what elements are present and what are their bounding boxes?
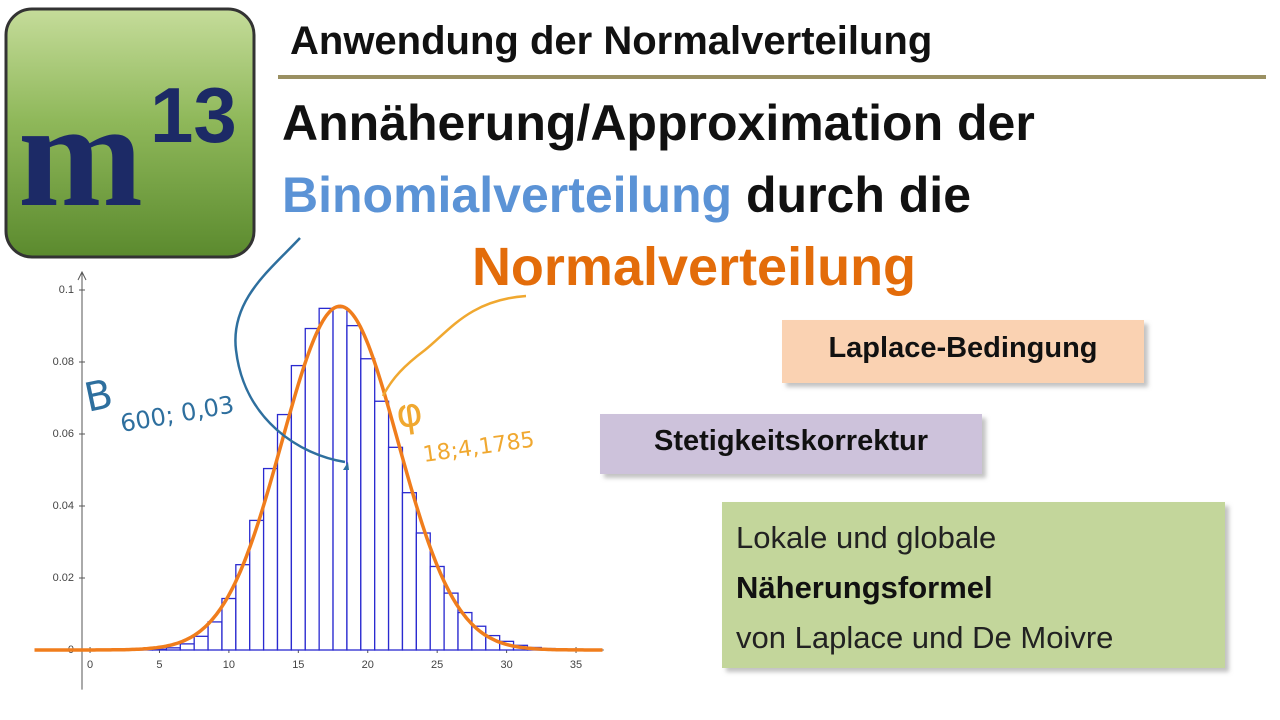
x-tick-label: 20: [362, 659, 374, 671]
box-line: Näherungsformel: [736, 570, 993, 605]
bar: [387, 446, 404, 651]
annotation-symbol: B: [81, 371, 117, 422]
normal-curve: [34, 304, 603, 652]
annotation-arrow: [381, 294, 527, 397]
x-tick-label: 30: [500, 659, 512, 671]
bar: [165, 647, 181, 651]
box-label: Stetigkeitskorrektur: [654, 425, 928, 457]
annotation-symbol: φ: [393, 389, 426, 438]
chart: 00.020.040.060.080.10 5 10 15 20 25 30 35: [34, 270, 604, 690]
x-tick-label: 25: [431, 659, 443, 671]
x-tick-label: 35: [570, 659, 582, 671]
arrow-head: [343, 462, 349, 470]
heading-line: Annäherung/Approximation der: [282, 95, 1035, 151]
bar: [193, 635, 209, 651]
y-tick-label: 0.04: [53, 500, 74, 512]
y-axis-arrow: [77, 270, 87, 281]
heading-text: durch die: [746, 167, 971, 223]
logo-background: [4, 7, 256, 259]
bar: [207, 621, 223, 651]
box: [600, 414, 982, 474]
heading-highlight: Binomialverteilung: [282, 167, 732, 223]
header-title: Anwendung der Normalverteilung: [290, 19, 932, 63]
annotation-arrow: [234, 237, 346, 464]
x-tick-label: 5: [156, 659, 162, 671]
bar: [304, 327, 320, 651]
bar: [318, 307, 334, 651]
logo-exponent: 13: [150, 71, 237, 159]
bar: [415, 532, 431, 651]
logo-base: m: [18, 72, 143, 238]
box-line: von Laplace und De Moivre: [736, 620, 1113, 655]
bar: [374, 400, 390, 651]
bar: [401, 492, 417, 651]
y-tick-label: 0.1: [59, 284, 74, 296]
annotation-subscript: 18;4,1785: [421, 428, 536, 468]
logo: m 13: [4, 7, 256, 259]
box-label: Laplace-Bedingung: [828, 332, 1097, 364]
bar: [290, 364, 306, 651]
x-tick-label: 15: [292, 659, 304, 671]
bar: [179, 643, 195, 651]
x-tick-label: 0: [87, 659, 93, 671]
y-tick-label: 0.08: [53, 356, 74, 368]
x-tick-label: 10: [223, 659, 235, 671]
box: [722, 502, 1225, 668]
y-tick-label: 0.02: [53, 572, 74, 584]
box: [782, 320, 1144, 383]
heading-normal: Normalverteilung: [472, 237, 916, 297]
heading-line: Binomialverteilung durch die: [282, 167, 971, 223]
bar: [332, 306, 348, 651]
bar: [346, 324, 362, 651]
annotation-subscript: 600; 0,03: [118, 390, 236, 438]
box-line: Lokale und globale: [736, 520, 996, 555]
bar: [360, 358, 376, 651]
y-tick-label: 0.06: [53, 428, 74, 440]
